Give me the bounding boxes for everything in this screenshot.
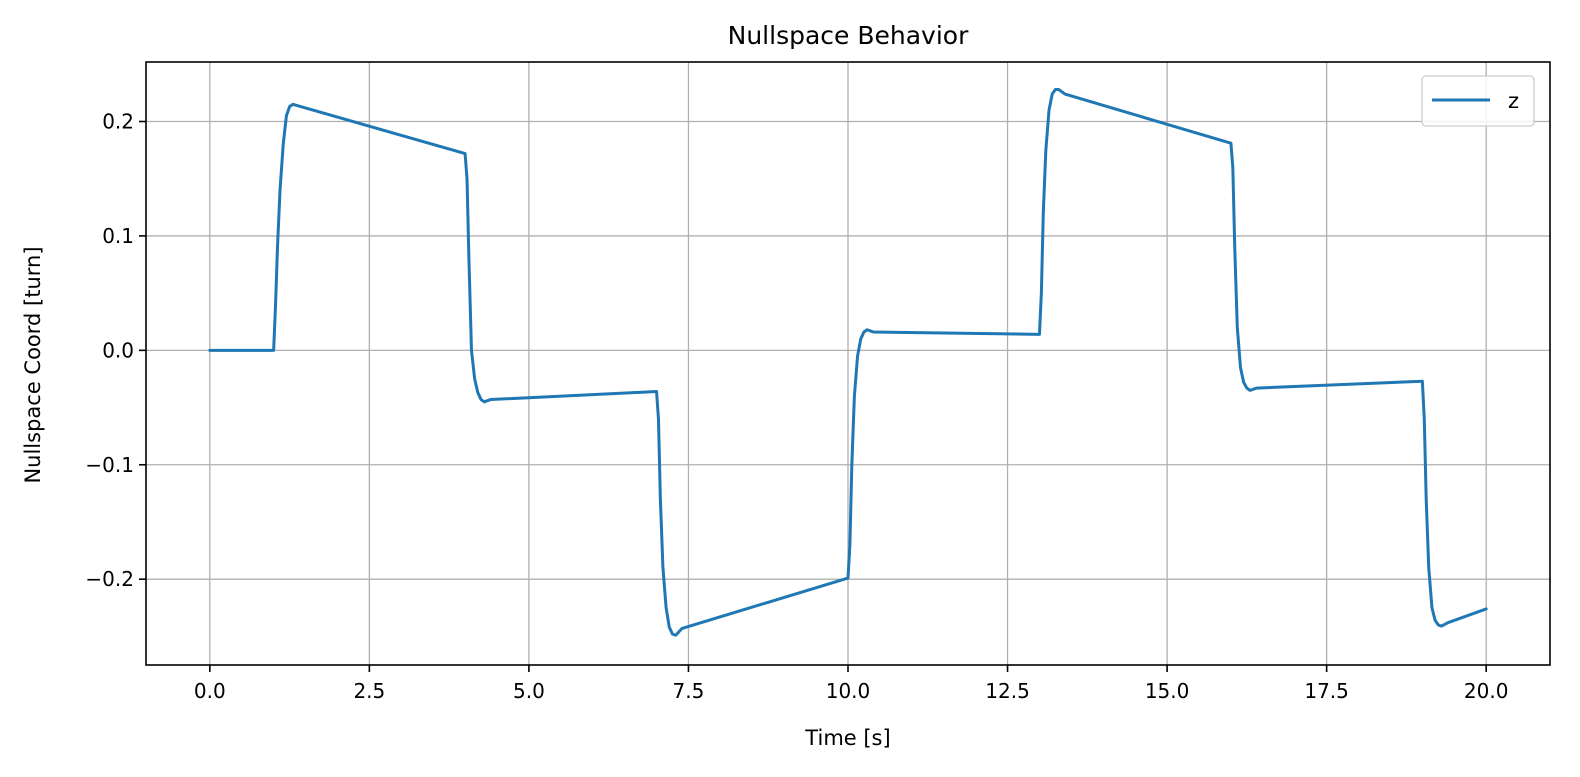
x-tick-label: 15.0 [1145, 679, 1190, 703]
legend: z [1421, 75, 1535, 127]
y-tick-label: 0.1 [102, 224, 134, 248]
x-tick-label: 0.0 [194, 679, 226, 703]
x-tick-label: 20.0 [1464, 679, 1509, 703]
x-tick-label: 2.5 [353, 679, 385, 703]
chart-title: Nullspace Behavior [728, 21, 969, 50]
y-tick-label: 0.2 [102, 109, 134, 133]
x-tick-label: 7.5 [673, 679, 705, 703]
x-tick-label: 12.5 [985, 679, 1030, 703]
legend-label: z [1508, 89, 1519, 113]
y-tick-label: −0.2 [85, 567, 134, 591]
y-axis-label: Nullspace Coord [turn] [21, 246, 45, 483]
grid [146, 62, 1550, 665]
series-line-z [208, 87, 1488, 637]
y-tick-label: 0.0 [102, 338, 134, 362]
x-axis-label: Time [s] [804, 726, 890, 750]
x-tick-label: 5.0 [513, 679, 545, 703]
y-tick-label: −0.1 [85, 453, 134, 477]
x-tick-label: 17.5 [1304, 679, 1349, 703]
x-tick-label: 10.0 [826, 679, 871, 703]
ticks: 0.0 2.5 5.0 7.5 10.0 12.5 15.0 17.5 20.0 −0.2 −0.1… [85, 109, 1508, 703]
series-layer [208, 87, 1488, 637]
